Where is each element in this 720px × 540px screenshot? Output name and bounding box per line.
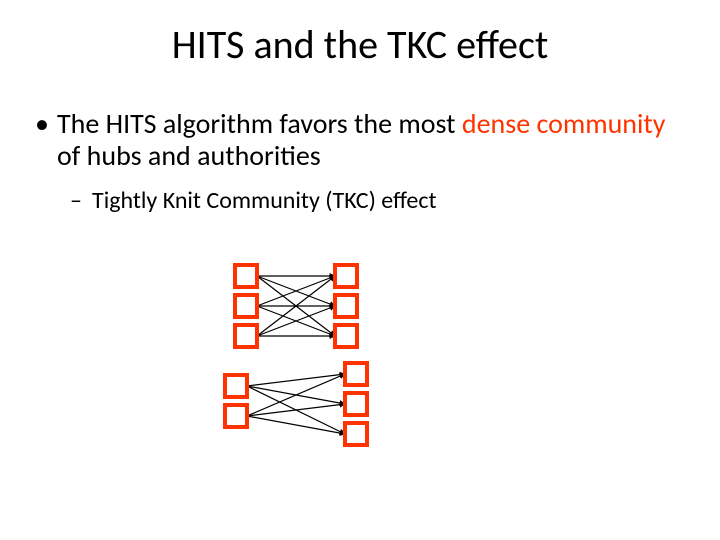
sub-bullet-marker: – bbox=[70, 186, 92, 215]
bullet-sub-text: Tightly Knit Community (TKC) effect bbox=[92, 186, 437, 215]
tkc-diagram bbox=[215, 255, 405, 485]
bullet-main-post: of hubs and authorities bbox=[57, 138, 321, 173]
bullet-main-highlight: dense community bbox=[462, 106, 666, 141]
bullet-marker: • bbox=[35, 108, 57, 140]
bullet-main: •The HITS algorithm favors the most dens… bbox=[35, 108, 685, 172]
slide-title: HITS and the TKC effect bbox=[0, 20, 720, 69]
bullet-sub: –Tightly Knit Community (TKC) effect bbox=[70, 186, 670, 215]
bullet-main-pre: The HITS algorithm favors the most bbox=[57, 106, 462, 141]
